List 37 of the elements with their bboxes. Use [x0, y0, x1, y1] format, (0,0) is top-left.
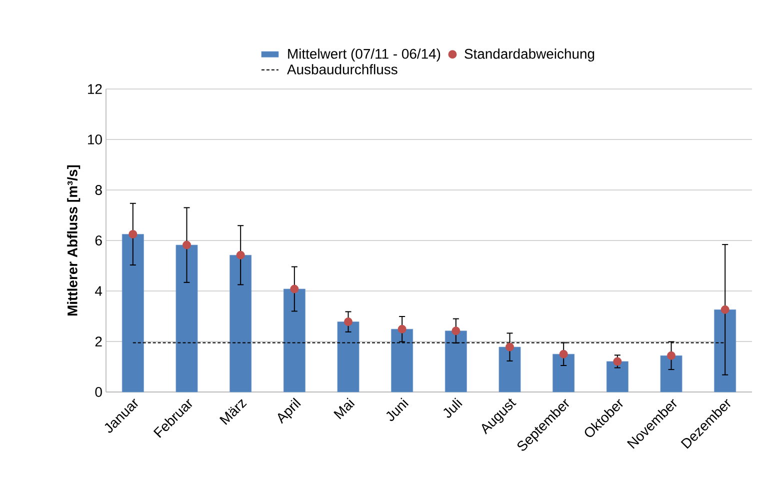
bar	[337, 322, 360, 392]
legend-label: Standardabweichung	[464, 48, 594, 62]
point	[559, 350, 568, 358]
y-tick-label: 2	[95, 336, 102, 346]
point	[613, 357, 622, 366]
point	[128, 230, 138, 238]
point	[452, 326, 460, 336]
point	[398, 324, 406, 334]
y-tick-label: 10	[88, 134, 102, 144]
bar	[176, 244, 198, 392]
x-tick-label: Juli	[443, 398, 462, 418]
bar	[230, 254, 252, 392]
x-tick-label: Mai	[334, 398, 355, 420]
point	[720, 305, 730, 314]
bar	[391, 328, 414, 392]
bar	[660, 355, 682, 392]
y-tick-label: 6	[95, 236, 102, 246]
bar	[444, 330, 467, 392]
bar	[606, 361, 628, 392]
y-tick-label: 0	[95, 387, 102, 397]
legend-label: Ausbaudurchfluss	[287, 64, 398, 74]
y-tick-label: 12	[88, 84, 102, 94]
point	[344, 318, 353, 326]
point	[290, 284, 299, 294]
bar	[283, 288, 306, 392]
point	[236, 250, 245, 260]
point	[667, 351, 676, 360]
y-tick-label: 8	[95, 185, 102, 195]
bar	[552, 354, 575, 392]
point	[182, 240, 192, 250]
y-axis-title: Mittlerer Abfluss [m³/s]	[67, 165, 80, 316]
x-tick-label: Juni	[386, 398, 409, 422]
legend-label: Mittelwert (07/11 - 06/14)	[288, 48, 440, 62]
bar	[122, 234, 144, 392]
point	[506, 342, 514, 352]
bar	[498, 346, 521, 392]
y-tick-label: 4	[95, 286, 102, 296]
